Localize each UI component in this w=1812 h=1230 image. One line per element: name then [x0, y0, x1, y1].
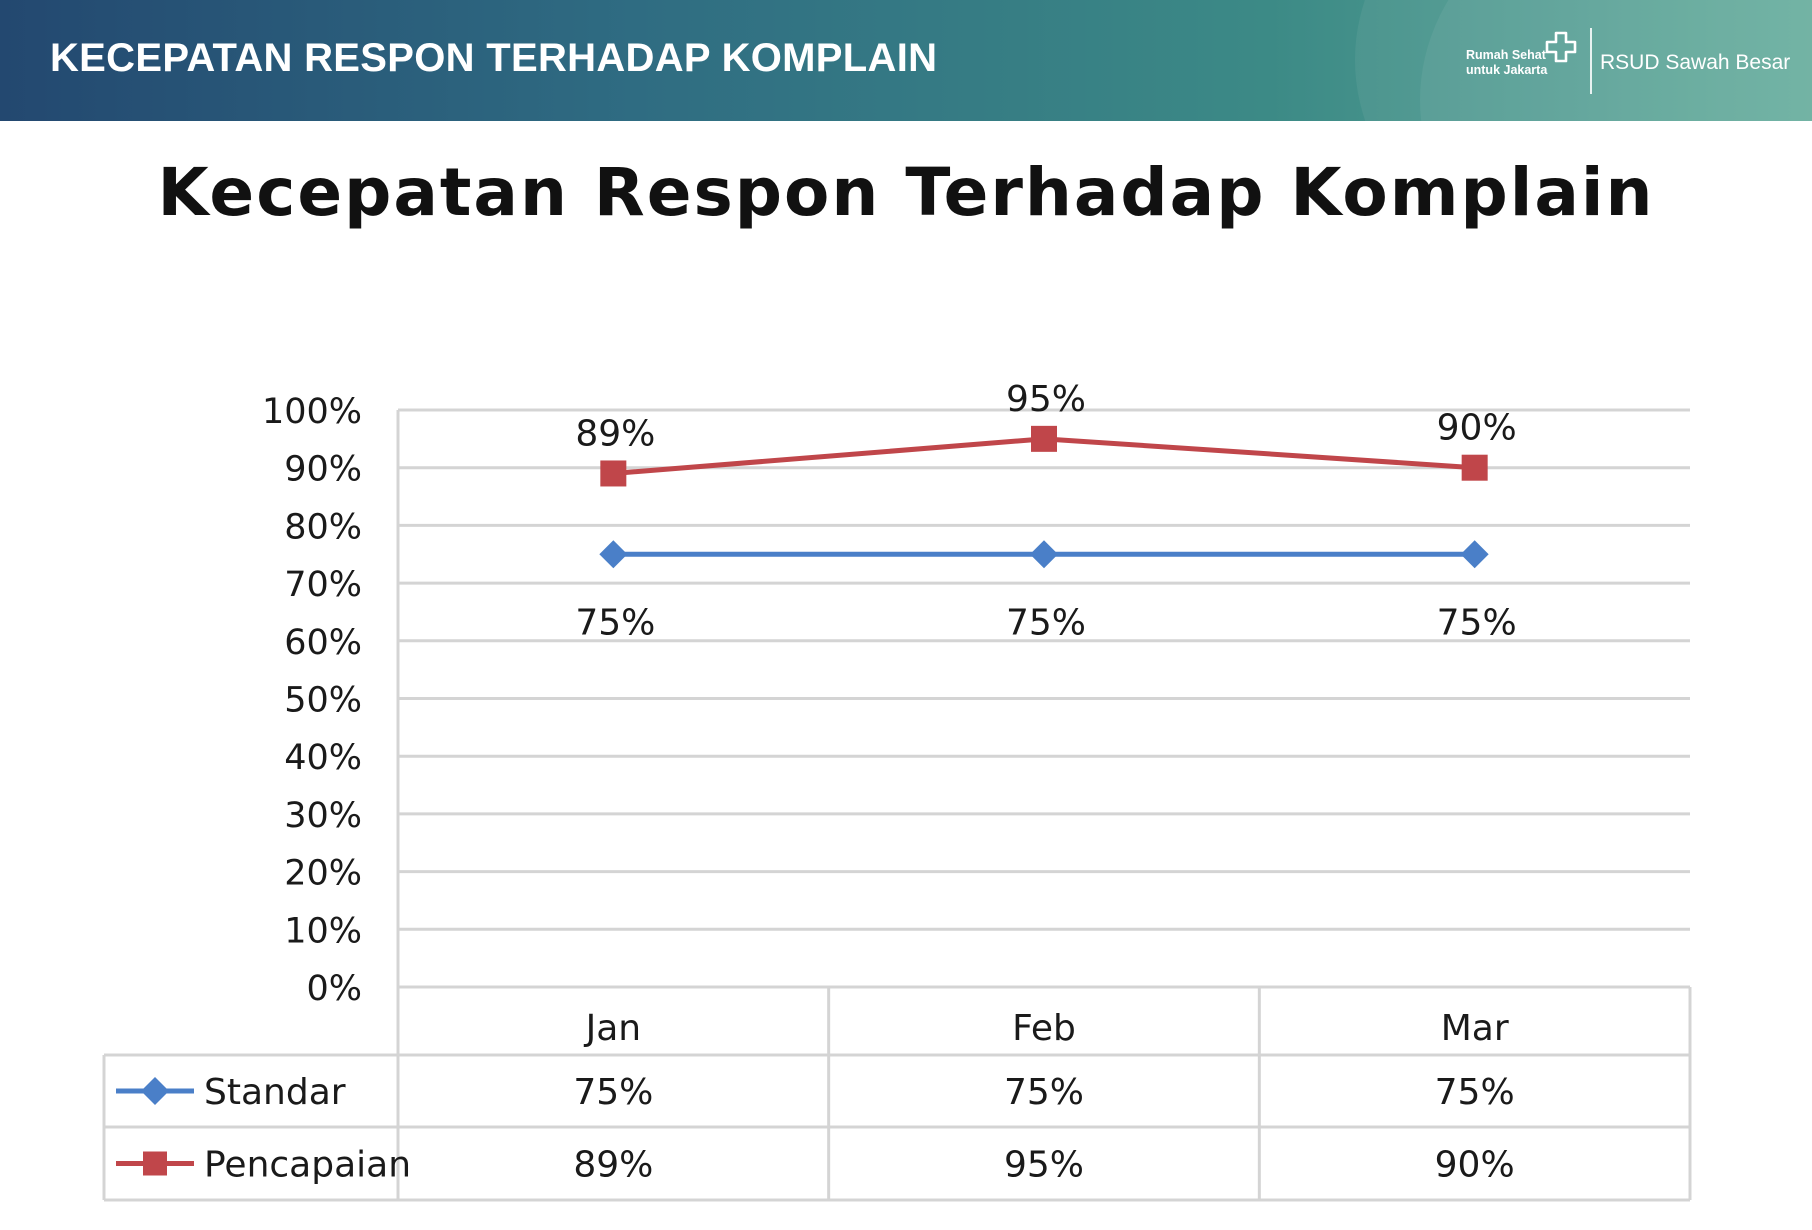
table-cell-value: 75%	[1435, 1072, 1515, 1113]
y-tick-label: 40%	[284, 738, 362, 778]
y-tick-label: 20%	[284, 854, 362, 894]
brand-divider	[1590, 28, 1592, 94]
data-label: 89%	[575, 413, 655, 454]
legend-marker	[143, 1151, 167, 1176]
data-label: 75%	[1437, 602, 1517, 643]
data-point	[1030, 540, 1058, 569]
y-tick-label: 10%	[284, 911, 362, 951]
data-point	[1460, 540, 1489, 569]
data-point	[600, 460, 627, 487]
chart-grid	[396, 408, 1690, 1200]
y-tick-label: 90%	[284, 450, 362, 490]
brand-line-2: untuk Jakarta	[1466, 63, 1548, 77]
y-tick-label: 50%	[284, 681, 362, 721]
table-cell-value: 75%	[573, 1072, 653, 1113]
banner-decoration	[1420, 0, 1812, 121]
page-title: KECEPATAN RESPON TERHADAP KOMPLAIN	[50, 36, 938, 80]
y-tick-label: 60%	[284, 623, 362, 663]
table-cell-value: 90%	[1435, 1145, 1515, 1186]
legend-label: Pencapaian	[204, 1145, 411, 1186]
y-tick-label: 30%	[284, 796, 362, 836]
legend-marker	[141, 1077, 169, 1105]
x-category-label: Jan	[584, 1008, 642, 1049]
table-cell-value: 89%	[573, 1145, 653, 1186]
header-banner: KECEPATAN RESPON TERHADAP KOMPLAIN Rumah…	[0, 0, 1812, 121]
y-tick-label: 0%	[306, 969, 362, 1009]
data-point	[1031, 425, 1057, 452]
y-tick-label: 100%	[262, 392, 362, 432]
data-label: 75%	[575, 602, 655, 643]
brand-line-1: Rumah Sehat	[1466, 48, 1546, 62]
data-label: 75%	[1006, 602, 1086, 643]
x-category-label: Feb	[1012, 1008, 1076, 1049]
x-category-label: Mar	[1441, 1008, 1509, 1049]
brand-logo-text: Rumah Sehat untuk Jakarta	[1466, 48, 1547, 78]
y-tick-label: 80%	[284, 507, 362, 547]
data-label: 90%	[1437, 408, 1517, 449]
table-cell-value: 75%	[1004, 1072, 1084, 1113]
table-cell-value: 95%	[1004, 1145, 1084, 1186]
data-label: 95%	[1006, 379, 1086, 420]
legend-label: Standar	[204, 1072, 346, 1113]
y-tick-label: 70%	[284, 565, 362, 605]
data-point	[599, 540, 628, 569]
banner-decoration	[1355, 0, 1812, 121]
chart-title: Kecepatan Respon Terhadap Komplain	[157, 154, 1654, 231]
data-point	[1461, 454, 1488, 481]
chart-series: 75% 75% 75% 89% 95% 90%	[575, 379, 1516, 643]
y-axis-ticks: 0% 10% 20% 30% 40% 50% 60% 70% 80% 90% 100%	[262, 392, 362, 1009]
hospital-name: RSUD Sawah Besar	[1600, 51, 1791, 74]
data-table: Jan Feb Mar Standar 75% 75% 75% Pencapaian 89% 95…	[102, 987, 1692, 1202]
medical-cross-icon	[1545, 31, 1577, 63]
